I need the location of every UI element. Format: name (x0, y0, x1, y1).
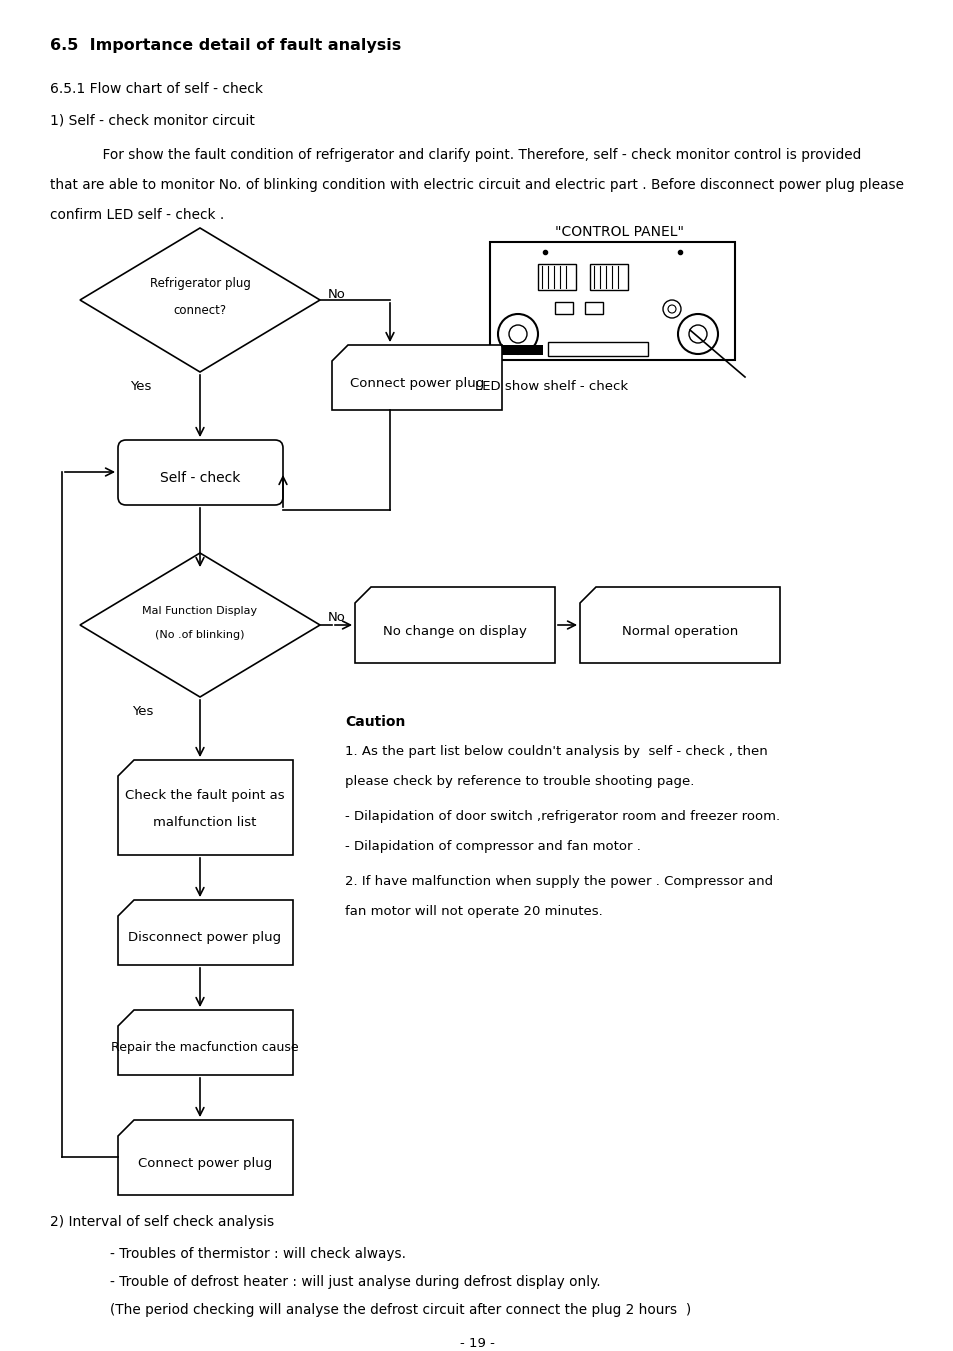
Text: connect?: connect? (173, 304, 226, 316)
Text: fan motor will not operate 20 minutes.: fan motor will not operate 20 minutes. (345, 905, 602, 917)
Text: Caution: Caution (345, 715, 405, 730)
Bar (537, 263, 576, 290)
Text: 1) Self - check monitor circuit: 1) Self - check monitor circuit (50, 113, 254, 127)
Bar (589, 263, 627, 290)
Bar (555, 303, 573, 313)
Text: please check by reference to trouble shooting page.: please check by reference to trouble sho… (345, 775, 694, 788)
Text: No change on display: No change on display (383, 624, 526, 638)
Text: Refrigerator plug: Refrigerator plug (150, 277, 251, 290)
FancyBboxPatch shape (118, 440, 283, 505)
Bar (547, 342, 647, 357)
Text: malfunction list: malfunction list (153, 816, 256, 828)
Text: 2. If have malfunction when supply the power . Compressor and: 2. If have malfunction when supply the p… (345, 875, 772, 888)
Polygon shape (80, 553, 319, 697)
Polygon shape (118, 1011, 293, 1075)
Bar (490, 242, 734, 359)
Polygon shape (80, 228, 319, 372)
Text: Check the fault point as: Check the fault point as (125, 789, 285, 801)
Text: Connect power plug: Connect power plug (350, 377, 483, 389)
Text: No: No (328, 611, 346, 624)
Bar (584, 303, 602, 313)
Text: Connect power plug: Connect power plug (138, 1156, 272, 1170)
Text: LED show shelf - check: LED show shelf - check (475, 380, 627, 393)
Text: 6.5.1 Flow chart of self - check: 6.5.1 Flow chart of self - check (50, 82, 263, 96)
Text: Yes: Yes (132, 705, 153, 717)
Text: Mal Function Display: Mal Function Display (142, 607, 257, 616)
Polygon shape (355, 586, 555, 663)
Text: - Dilapidation of compressor and fan motor .: - Dilapidation of compressor and fan mot… (345, 840, 640, 852)
Polygon shape (579, 586, 780, 663)
Polygon shape (332, 345, 501, 409)
Text: - Trouble of defrost heater : will just analyse during defrost display only.: - Trouble of defrost heater : will just … (110, 1275, 600, 1289)
Text: that are able to monitor No. of blinking condition with electric circuit and ele: that are able to monitor No. of blinking… (50, 178, 903, 192)
Text: confirm LED self - check .: confirm LED self - check . (50, 208, 224, 222)
Polygon shape (118, 1120, 293, 1196)
Polygon shape (118, 761, 293, 855)
Text: Self - check: Self - check (160, 471, 240, 485)
Bar (495, 345, 542, 355)
Text: For show the fault condition of refrigerator and clarify point. Therefore, self : For show the fault condition of refriger… (50, 149, 861, 162)
Text: Normal operation: Normal operation (621, 624, 738, 638)
Text: - Troubles of thermistor : will check always.: - Troubles of thermistor : will check al… (110, 1247, 406, 1260)
Text: 1. As the part list below couldn't analysis by  self - check , then: 1. As the part list below couldn't analy… (345, 744, 767, 758)
Text: (The period checking will analyse the defrost circuit after connect the plug 2 h: (The period checking will analyse the de… (110, 1302, 691, 1317)
Text: (No .of blinking): (No .of blinking) (155, 630, 245, 640)
Text: Repair the macfunction cause: Repair the macfunction cause (112, 1042, 298, 1055)
Polygon shape (118, 900, 293, 965)
Text: No: No (328, 288, 346, 301)
Text: Yes: Yes (130, 380, 152, 393)
Text: 6.5  Importance detail of fault analysis: 6.5 Importance detail of fault analysis (50, 38, 401, 53)
Text: - 19 -: - 19 - (459, 1337, 494, 1350)
Text: 2) Interval of self check analysis: 2) Interval of self check analysis (50, 1215, 274, 1229)
Text: Disconnect power plug: Disconnect power plug (129, 931, 281, 944)
Text: - Dilapidation of door switch ,refrigerator room and freezer room.: - Dilapidation of door switch ,refrigera… (345, 811, 780, 823)
Text: "CONTROL PANEL": "CONTROL PANEL" (555, 226, 683, 239)
